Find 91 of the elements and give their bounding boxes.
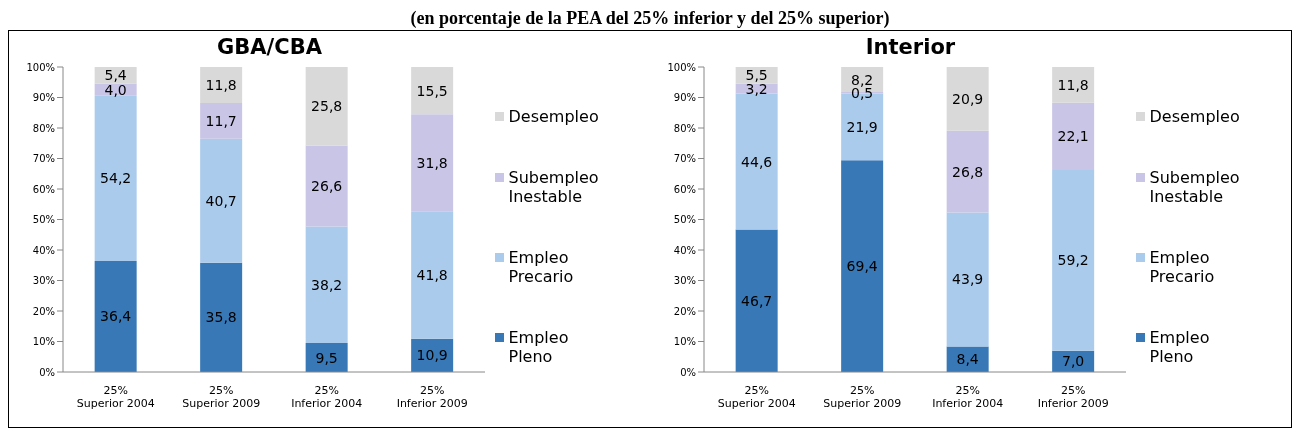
y-tick-label: 20%	[673, 305, 696, 317]
data-label: 5,5	[745, 67, 768, 84]
bar	[1051, 170, 1094, 351]
x-tick-label: 25% Inferior 2009	[396, 384, 468, 410]
data-label: 11,8	[1057, 76, 1089, 93]
y-tick-label: 10%	[673, 336, 696, 348]
x-tick-label: 25% Inferior 2004	[290, 384, 362, 410]
data-label: 26,8	[951, 163, 983, 180]
y-tick-label: 40%	[32, 244, 55, 256]
legend-label: Empleo Pleno	[1149, 327, 1210, 366]
bar	[199, 262, 242, 372]
bar	[94, 260, 137, 372]
data-label: 41,8	[416, 267, 448, 284]
data-label: 25,8	[310, 98, 342, 115]
y-tick-label: 40%	[673, 244, 696, 256]
y-tick-label: 100%	[25, 61, 55, 73]
bar	[305, 226, 348, 344]
bar	[946, 67, 989, 131]
x-tick-label: 25% Superior 2009	[181, 384, 260, 410]
data-label: 8,2	[850, 71, 873, 88]
y-tick-label: 70%	[32, 153, 55, 165]
x-tick-label: 25% Inferior 2004	[931, 384, 1003, 410]
x-tick-label: 25% Superior 2004	[76, 384, 155, 410]
data-label: 4,0	[104, 81, 127, 98]
y-tick-label: 50%	[673, 214, 696, 226]
legend-label: Empleo Precario	[508, 247, 574, 286]
y-tick-label: 90%	[32, 92, 55, 104]
y-tick-label: 100%	[666, 61, 696, 73]
data-label: 59,2	[1057, 252, 1089, 269]
data-label: 9,5	[315, 349, 338, 366]
chart-title: Interior	[864, 35, 957, 59]
legend-label: Empleo Precario	[1149, 247, 1215, 286]
bar	[199, 67, 242, 103]
data-label: 31,8	[416, 154, 448, 171]
y-tick-label: 50%	[32, 214, 55, 226]
data-label: 69,4	[846, 258, 878, 275]
data-label: 7,0	[1061, 353, 1084, 370]
x-tick-label: 25% Superior 2009	[822, 384, 901, 410]
bar	[735, 229, 778, 372]
bar	[94, 95, 137, 261]
data-label: 8,4	[956, 351, 979, 368]
data-label: 5,4	[104, 67, 127, 84]
data-label: 21,9	[846, 118, 878, 135]
y-tick-label: 30%	[32, 275, 55, 287]
data-label: 11,7	[205, 112, 237, 129]
data-label: 46,7	[740, 292, 772, 309]
x-tick-label: 25% Inferior 2009	[1037, 384, 1109, 410]
data-label: 54,2	[99, 170, 131, 187]
legend-label: Subempleo Inestable	[508, 168, 599, 207]
data-label: 20,9	[951, 90, 983, 107]
bar	[410, 114, 453, 212]
bar	[1051, 67, 1094, 103]
data-label: 11,8	[205, 77, 237, 93]
bar	[199, 138, 242, 263]
y-tick-label: 60%	[32, 183, 55, 195]
y-tick-label: 20%	[32, 305, 55, 317]
y-tick-label: 30%	[673, 275, 696, 287]
y-tick-label: 80%	[673, 122, 696, 134]
data-label: 15,5	[416, 82, 448, 99]
y-tick-label: 0%	[38, 366, 55, 378]
y-tick-label: 0%	[679, 366, 696, 378]
bar	[946, 130, 989, 213]
legend-label: Empleo Pleno	[508, 327, 569, 366]
legend-label: Desempleo	[508, 107, 599, 127]
y-tick-label: 90%	[673, 92, 696, 104]
bar	[1051, 102, 1094, 171]
bar	[305, 67, 348, 146]
data-label: 22,1	[1057, 128, 1089, 145]
bar	[305, 145, 348, 227]
text: (en porcentaje de la PEA del 25% inferior y del 25% superior)	[409, 8, 891, 30]
bar	[946, 212, 989, 347]
data-label: 38,2	[310, 276, 342, 293]
data-label: 36,4	[99, 308, 131, 325]
x-tick-label: 25% Superior 2004	[717, 384, 796, 410]
y-tick-label: 70%	[673, 153, 696, 165]
data-label: 44,6	[740, 153, 772, 170]
chart-title: GBA/CBA	[216, 35, 323, 59]
data-label: 35,8	[205, 309, 237, 326]
legend-label: Subempleo Inestable	[1149, 168, 1240, 207]
bar	[410, 67, 453, 115]
bar	[410, 211, 453, 339]
bar	[840, 160, 883, 372]
y-tick-label: 80%	[32, 122, 55, 134]
legend-label: Desempleo	[1149, 107, 1240, 127]
data-label: 40,7	[205, 192, 237, 209]
bar	[199, 102, 242, 139]
data-label: 26,6	[310, 177, 342, 194]
data-label: 43,9	[951, 271, 983, 288]
data-label: 10,9	[416, 347, 448, 364]
y-tick-label: 60%	[673, 183, 696, 195]
y-tick-label: 10%	[32, 336, 55, 348]
